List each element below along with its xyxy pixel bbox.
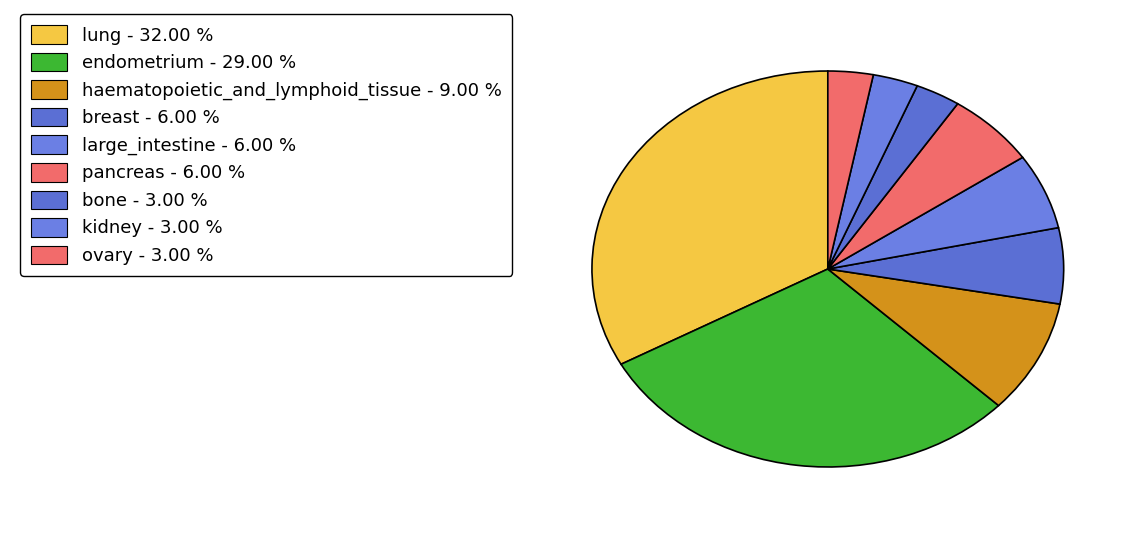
- Wedge shape: [592, 71, 828, 364]
- Wedge shape: [828, 228, 1064, 304]
- Wedge shape: [828, 71, 873, 269]
- Wedge shape: [828, 86, 958, 269]
- Legend: lung - 32.00 %, endometrium - 29.00 %, haematopoietic_and_lymphoid_tissue - 9.00: lung - 32.00 %, endometrium - 29.00 %, h…: [20, 15, 513, 276]
- Wedge shape: [828, 75, 917, 269]
- Wedge shape: [621, 269, 999, 467]
- Wedge shape: [828, 104, 1023, 269]
- Wedge shape: [828, 157, 1058, 269]
- Wedge shape: [828, 269, 1060, 406]
